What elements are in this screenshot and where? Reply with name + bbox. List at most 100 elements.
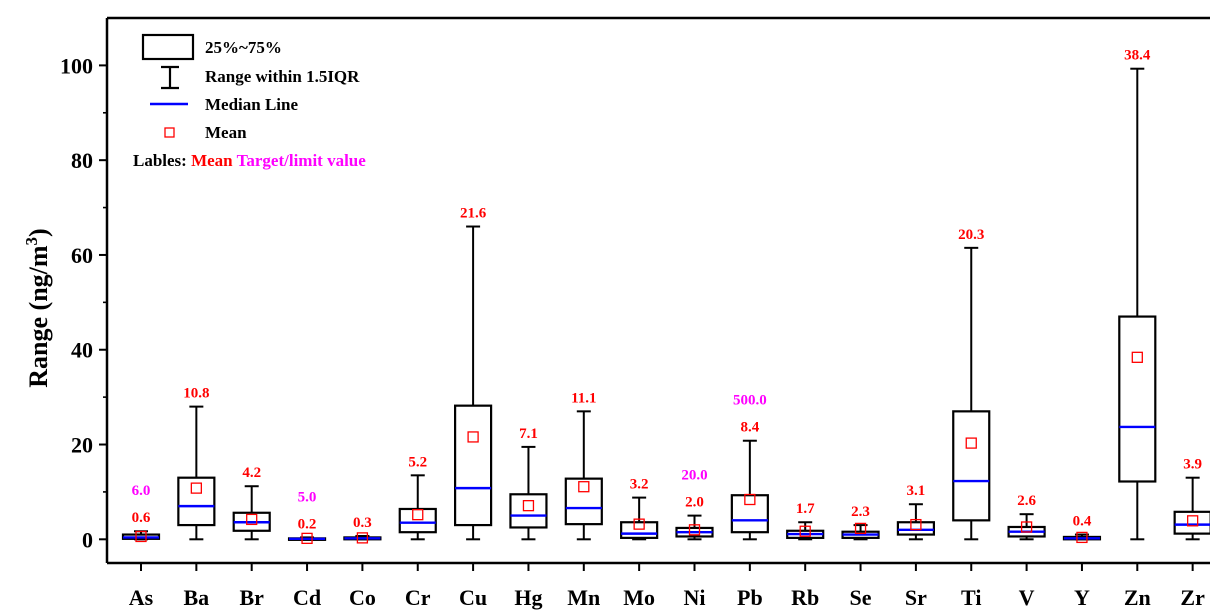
mean-marker [1076,531,1088,544]
box-iqr [730,494,769,534]
mean-value-label: 8.4 [740,420,759,436]
y-axis-title: Range (ng/m3) [22,228,53,387]
mean-value-label: 0.2 [298,516,317,532]
legend-labels-line: Lables: Mean Target/limit value [133,151,366,170]
mean-marker [522,500,535,512]
mean-value-label: 1.7 [796,501,815,517]
mean-value-label: 21.6 [460,206,487,222]
limit-value-label: 500.0 [733,393,767,409]
x-tick-label: Y [1074,585,1090,610]
x-tick-label: Pb [737,585,763,610]
x-tick-label: Br [239,585,264,610]
limit-value-label: 5.0 [298,489,317,505]
limit-value-label: 6.0 [132,483,151,499]
mean-marker [633,518,645,530]
legend-mean-label: Mean [205,123,247,142]
box-iqr [1118,315,1157,483]
value-labels: 0.6 6.0 10.8 4.2 0.2 5.0 0.3 5.2 21.6 7.1 11.1 3.2 2… [132,48,1202,533]
x-tick-label: Se [850,585,872,610]
y-tick-label: 0 [82,527,93,552]
mean-marker [688,524,701,536]
y-axis-title-superscript: 3 [22,237,41,246]
box-iqr [509,493,548,529]
mean-marker [135,530,147,543]
box-series [121,67,1210,545]
mean-value-label: 3.9 [1183,457,1202,473]
x-tick-label: Ti [961,585,981,610]
mean-marker [301,532,313,545]
x-tick-label: Mn [567,585,600,610]
legend-whisker-swatch [161,65,179,90]
mean-marker [910,518,922,531]
x-tick-label: Cr [405,585,431,610]
box-iqr [896,521,936,536]
mean-value-label: 10.8 [183,386,209,402]
mean-value-label: 5.2 [408,454,427,470]
mean-value-label: 4.2 [242,465,261,481]
x-tick-label: Ni [684,585,706,610]
legend-labels-prefix: Lables: [133,151,191,170]
mean-value-label: 2.0 [685,495,704,511]
box-iqr [952,410,991,522]
mean-value-label: 2.6 [1017,493,1036,509]
mean-marker [190,482,203,494]
x-tick-label: Zr [1180,585,1205,610]
mean-value-label: 3.1 [907,483,926,499]
x-tick-label: Ba [184,585,210,610]
mean-value-label: 11.1 [571,390,596,406]
mean-value-label: 20.3 [958,227,984,243]
mean-marker [965,437,977,449]
mean-marker [412,509,424,521]
mean-value-label: 0.6 [132,510,151,526]
mean-value-label: 0.4 [1073,514,1092,530]
legend-labels-mean: Mean [191,151,233,170]
box-iqr [620,521,659,539]
mean-value-label: 7.1 [519,426,538,442]
x-tick-label: Hg [514,585,542,610]
box-iqr [564,477,603,526]
limit-value-label: 20.0 [681,468,707,484]
y-tick-label: 60 [71,243,93,268]
box-iqr [454,404,493,527]
box-iqr [1173,510,1210,535]
legend-median-label: Median Line [205,95,298,114]
y-tick-label: 100 [60,53,93,78]
legend-mean-swatch [164,127,175,138]
x-tick-label: Cd [293,585,321,610]
mean-marker [578,481,590,493]
mean-marker [799,525,811,537]
legend-labels-limit: Target/limit value [237,151,367,170]
box-iqr [177,476,216,527]
x-axis: As Ba Br Cd Co Cr Cu Hg Mn Mo Ni Pb Rb Se Sr Ti V Y Zn Zr [129,563,1205,610]
x-tick-label: Rb [791,585,819,610]
y-tick-label: 40 [71,338,93,363]
mean-value-label: 3.2 [630,477,649,493]
x-tick-label: Sr [905,585,927,610]
x-tick-label: Co [349,585,376,610]
y-tick-label: 80 [71,148,93,173]
x-tick-label: As [129,585,154,610]
mean-marker [1187,515,1199,527]
x-tick-label: Mo [623,585,655,610]
mean-marker [854,522,867,535]
mean-marker [246,513,258,526]
legend: 25%~75% Range within 1.5IQR Median Line … [133,33,366,170]
legend-box-label: 25%~75% [205,38,282,57]
x-tick-label: Zn [1124,585,1151,610]
y-axis-title-close: ) [24,228,53,237]
y-axis: 0 20 40 60 80 100 [60,53,107,552]
mean-marker [356,532,369,544]
x-tick-label: V [1019,585,1035,610]
x-tick-label: Cu [459,585,487,610]
y-tick-label: 20 [71,433,93,458]
box-iqr [398,507,437,534]
mean-marker [467,431,479,443]
legend-box-swatch [141,33,195,61]
mean-value-label: 38.4 [1124,48,1151,64]
legend-whisker-label: Range within 1.5IQR [205,67,360,86]
y-axis-title-text: Range (ng/m [24,245,53,388]
mean-value-label: 0.3 [353,515,372,531]
mean-marker [1020,521,1033,533]
mean-marker [1131,351,1143,363]
